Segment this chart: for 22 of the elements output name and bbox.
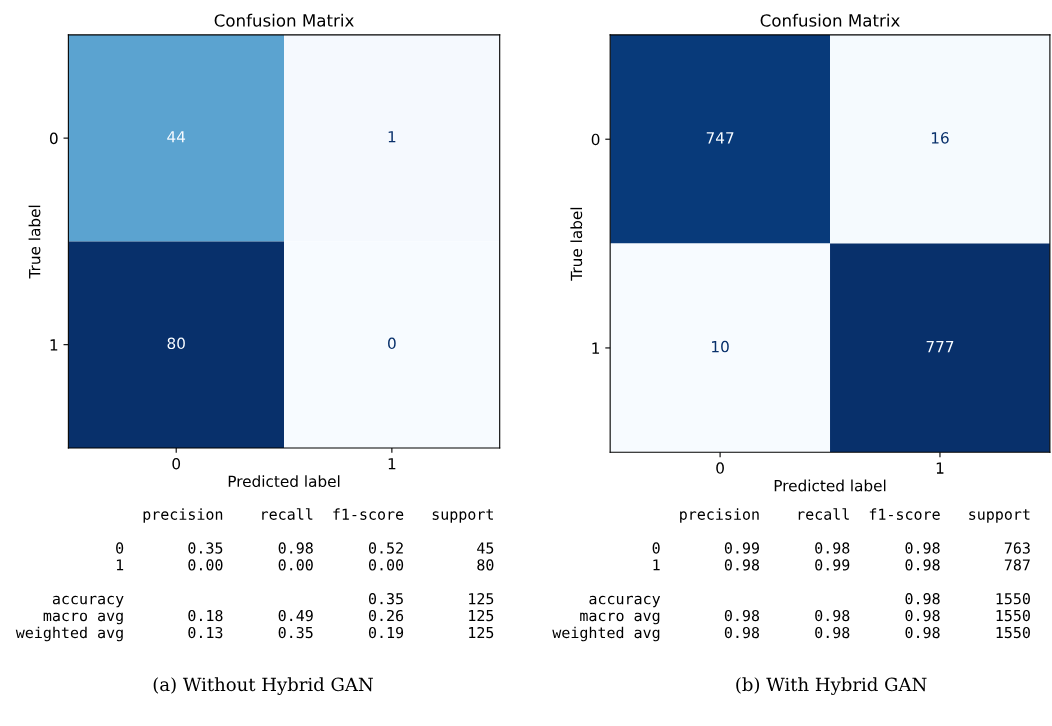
data-label: 777 bbox=[926, 341, 954, 353]
chart-title: Confusion Matrix bbox=[214, 13, 354, 27]
data-label: 80 bbox=[167, 337, 185, 350]
x-axis-title: Predicted label bbox=[774, 479, 886, 492]
x-tick-label: 0 bbox=[172, 457, 181, 470]
x-tick-label: 1 bbox=[388, 458, 396, 470]
text: (b) With Hybrid GAN bbox=[736, 677, 927, 695]
chart-title: Confusion Matrix bbox=[760, 13, 900, 27]
y-axis-title: True label bbox=[570, 207, 583, 281]
data-label: 10 bbox=[712, 340, 729, 353]
data-label: 0 bbox=[388, 337, 396, 350]
text: precision recall f1-score support 0 0.99 0.98 0.98 763 1 0.98 0.99 0.98 787 accuracy 0.98 1550 macro avg 0.98 0.98 0.98 1550 weighted avg 0.98 0.98 0.98 1550 bbox=[552, 508, 1030, 642]
data-label: 747 bbox=[706, 132, 734, 144]
text: precision recall f1-score support 0 0.35 0.98 0.52 45 1 0.00 0.00 0.00 80 accuracy 0.35 125 macro avg 0.18 0.49 0.26 125 weighted avg 0.13 0.35 0.19 125 bbox=[15, 508, 494, 642]
text: (a) Without Hybrid GAN bbox=[153, 677, 373, 695]
data-label: 16 bbox=[931, 132, 949, 144]
data-label: 44 bbox=[167, 131, 186, 143]
y-axis-title: True label bbox=[28, 205, 41, 279]
x-tick-label: 1 bbox=[936, 462, 944, 474]
x-axis-title: Predicted label bbox=[228, 475, 340, 488]
data-label: 1 bbox=[388, 131, 396, 143]
x-tick-label: 0 bbox=[716, 462, 724, 474]
